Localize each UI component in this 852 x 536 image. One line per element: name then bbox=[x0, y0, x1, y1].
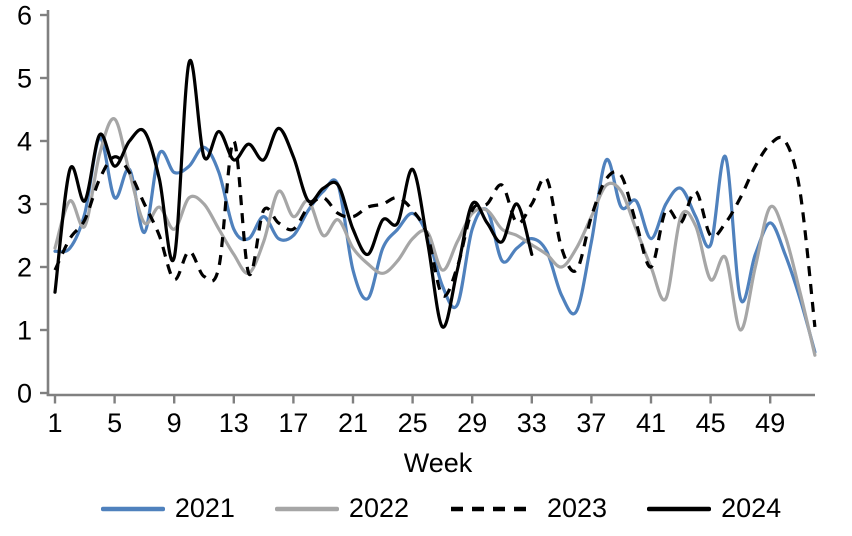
x-tick-label: 45 bbox=[696, 408, 726, 438]
x-tick-label: 9 bbox=[167, 408, 182, 438]
legend-label-2023: 2023 bbox=[547, 493, 608, 523]
x-tick-label: 17 bbox=[278, 408, 308, 438]
x-tick-label: 41 bbox=[636, 408, 666, 438]
y-tick-label: 6 bbox=[17, 1, 32, 31]
x-tick-label: 33 bbox=[517, 408, 547, 438]
legend-line-2024-icon bbox=[647, 506, 712, 511]
legend-label-2021: 2021 bbox=[174, 493, 235, 523]
y-tick-label: 3 bbox=[17, 190, 32, 220]
legend: 2021 2022 2023 2024 bbox=[30, 495, 852, 522]
x-tick-label: 21 bbox=[338, 408, 368, 438]
legend-item-2021: 2021 bbox=[100, 493, 235, 523]
x-tick-label: 37 bbox=[576, 408, 606, 438]
legend-label-2022: 2022 bbox=[348, 493, 409, 523]
y-tick-label: 2 bbox=[17, 253, 32, 283]
x-axis-title: Week bbox=[403, 448, 473, 478]
legend-label-2024: 2024 bbox=[721, 493, 782, 523]
y-tick-label: 0 bbox=[17, 379, 32, 409]
y-tick-label: 4 bbox=[17, 127, 32, 157]
series-line-2021 bbox=[53, 136, 817, 354]
legend-line-2022-icon bbox=[274, 506, 339, 511]
x-tick-label: 5 bbox=[107, 408, 122, 438]
series-line-2022 bbox=[53, 117, 817, 357]
legend-item-2023: 2023 bbox=[449, 495, 607, 522]
series-line-2024 bbox=[53, 58, 534, 329]
series-line-2023 bbox=[53, 135, 817, 328]
legend-item-2024: 2024 bbox=[647, 495, 781, 522]
legend-line-2021-icon bbox=[100, 506, 165, 511]
x-tick-label: 29 bbox=[457, 408, 487, 438]
y-tick-label: 1 bbox=[17, 316, 32, 346]
legend-item-2022: 2022 bbox=[274, 493, 409, 523]
x-tick-label: 1 bbox=[47, 408, 62, 438]
y-tick-label: 5 bbox=[17, 64, 32, 94]
legend-line-2023-icon bbox=[451, 506, 535, 511]
x-tick-label: 25 bbox=[398, 408, 428, 438]
x-tick-label: 49 bbox=[755, 408, 785, 438]
x-tick-label: 13 bbox=[219, 408, 249, 438]
